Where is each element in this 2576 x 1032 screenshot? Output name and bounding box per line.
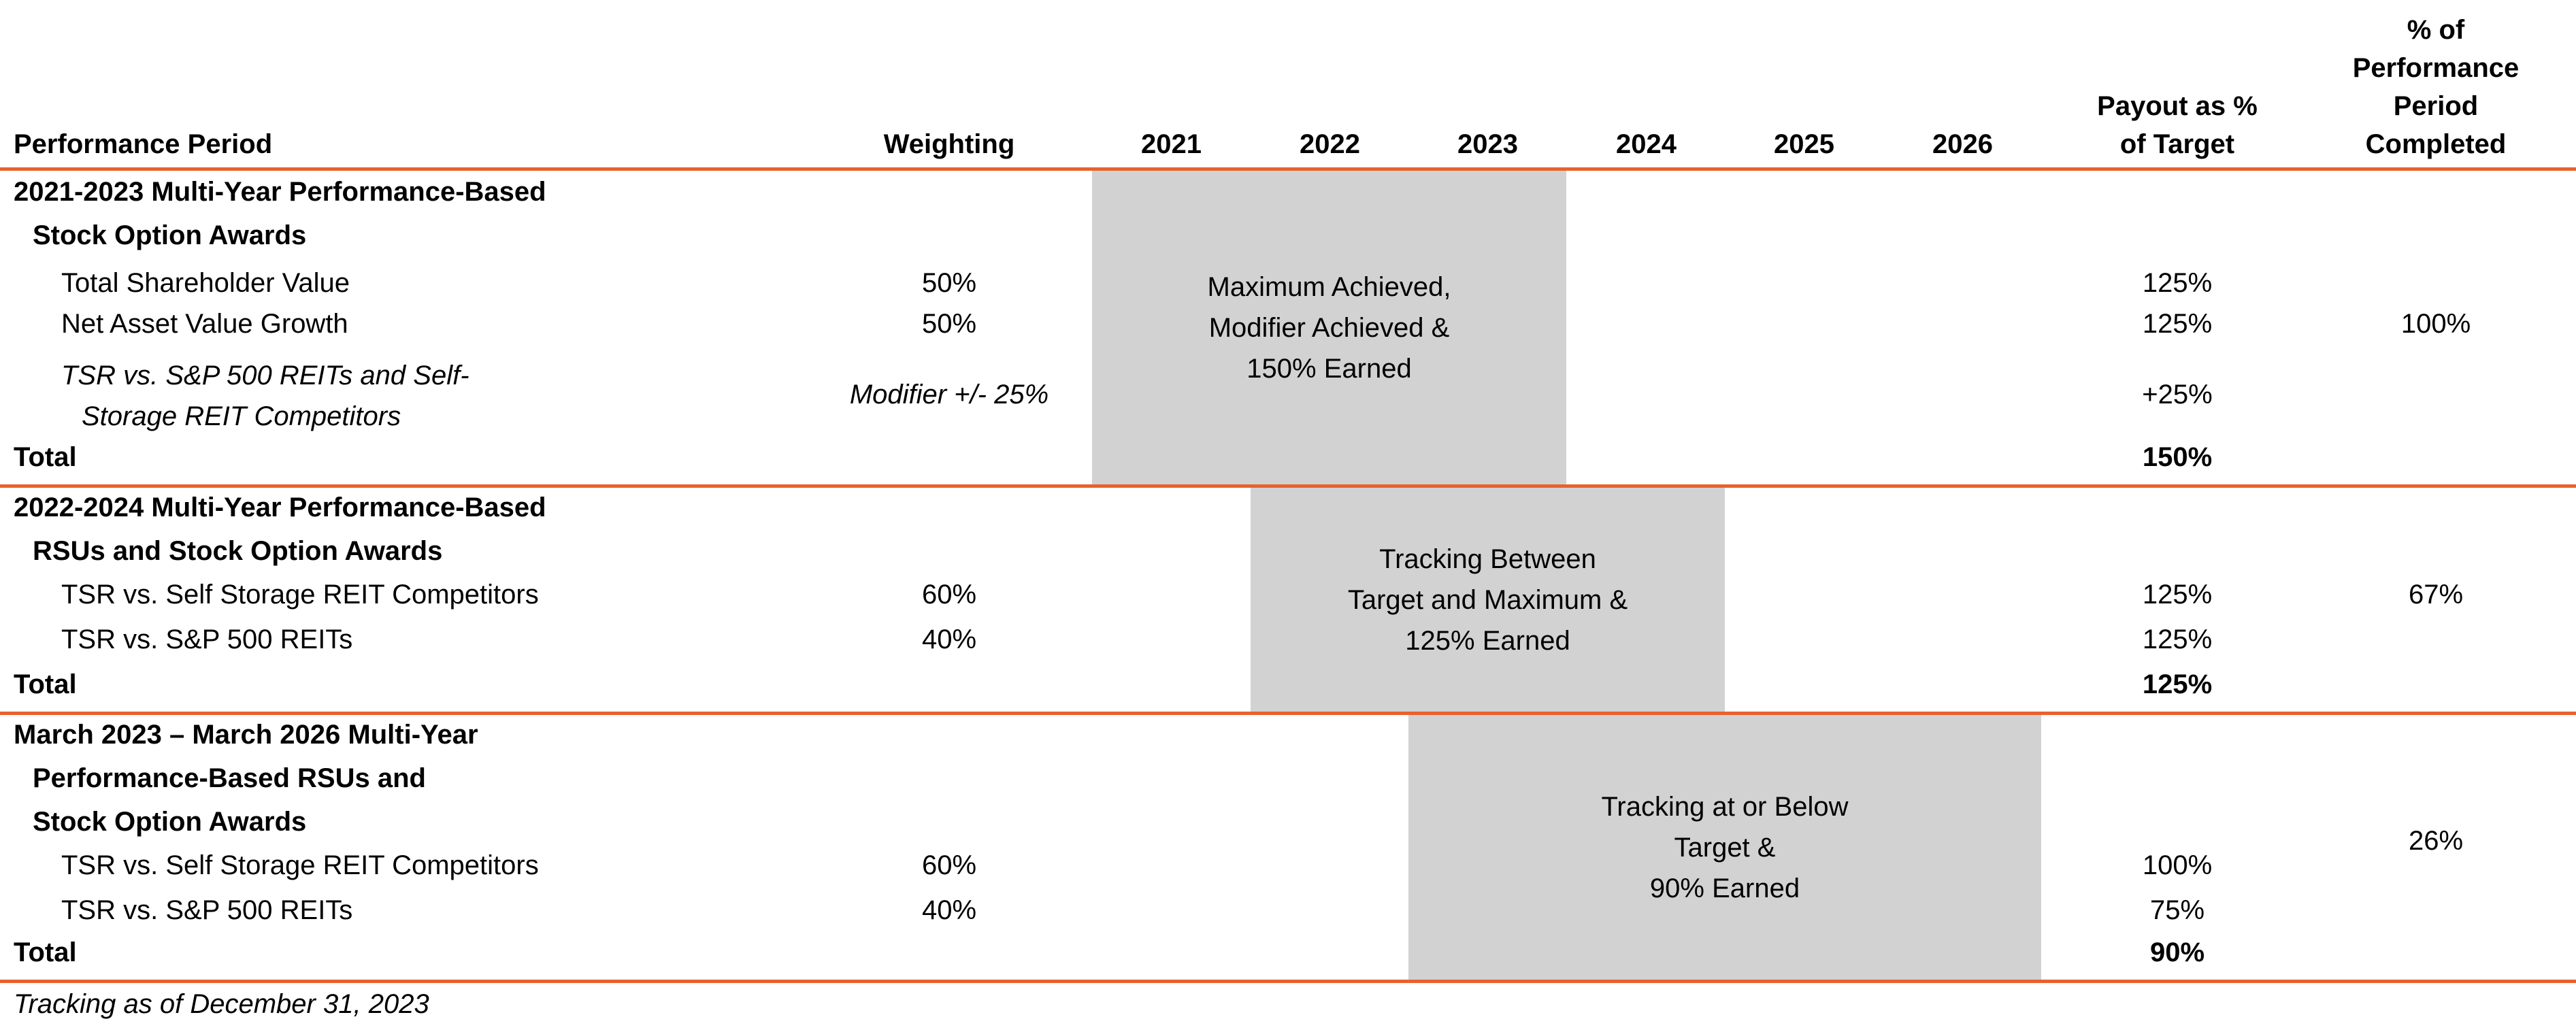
section-divider-line (0, 484, 2576, 488)
section-title-line: March 2023 – March 2026 Multi-Year (14, 720, 478, 750)
weighting-value: Modifier +/- 25% (849, 380, 1049, 410)
total-label: Total (14, 669, 77, 699)
weighting-value: 50% (921, 309, 977, 339)
metric-label: Net Asset Value Growth (61, 309, 348, 339)
weighting-value: 40% (921, 895, 977, 925)
timeline-box-2022-2024: Tracking Between Target and Maximum & 12… (1251, 488, 1725, 712)
col-header-completed: % of Performance Period Completed (2352, 15, 2520, 159)
completed-value: 100% (2400, 309, 2471, 339)
completed-value: 26% (2408, 826, 2464, 856)
metric-label: TSR vs. Self Storage REIT Competitors (61, 850, 539, 880)
section-title-line: Performance-Based RSUs and (33, 763, 426, 793)
timeline-box-2023-2026: Tracking at or Below Target & 90% Earned (1408, 715, 2041, 980)
metric-label: TSR vs. S&P 500 REITs (61, 895, 353, 925)
payout-value: 100% (2142, 850, 2213, 880)
section-title-line: 2021-2023 Multi-Year Performance-Based (14, 177, 546, 207)
metric-label: Storage REIT Competitors (82, 401, 401, 431)
section-title-line: 2022-2024 Multi-Year Performance-Based (14, 493, 546, 522)
header-divider-line (0, 167, 2576, 171)
total-payout-value: 90% (2149, 937, 2205, 967)
payout-value: 125% (2142, 268, 2213, 298)
weighting-value: 60% (921, 850, 977, 880)
section-title-line: Stock Option Awards (33, 220, 307, 250)
col-header-year-2022: 2022 (1300, 129, 1360, 159)
total-payout-value: 150% (2142, 442, 2213, 472)
weighting-value: 50% (921, 268, 977, 298)
col-header-year-2025: 2025 (1774, 129, 1834, 159)
timeline-box-2021-2023-label: Maximum Achieved, Modifier Achieved & 15… (1207, 271, 1451, 384)
completed-value: 67% (2408, 580, 2464, 610)
footnote: Tracking as of December 31, 2023 (14, 989, 429, 1019)
metric-label: Total Shareholder Value (61, 268, 350, 298)
weighting-value: 40% (921, 625, 977, 654)
metric-label: TSR vs. S&P 500 REITs and Self- (61, 361, 469, 390)
col-header-performance-period: Performance Period (14, 129, 273, 159)
section-title-line: Stock Option Awards (33, 807, 307, 837)
weighting-value: 60% (921, 580, 977, 610)
payout-value: 75% (2149, 895, 2205, 925)
col-header-year-2026: 2026 (1932, 129, 1993, 159)
col-header-year-2021: 2021 (1141, 129, 1202, 159)
col-header-year-2023: 2023 (1457, 129, 1518, 159)
payout-value: 125% (2142, 625, 2213, 654)
timeline-box-2023-2026-label: Tracking at or Below Target & 90% Earned (1601, 791, 1849, 903)
metric-label: TSR vs. S&P 500 REITs (61, 625, 353, 654)
payout-value: 125% (2142, 580, 2213, 610)
total-payout-value: 125% (2142, 669, 2213, 699)
section-divider-line (0, 980, 2576, 983)
col-header-payout: Payout as % of Target (2097, 91, 2258, 159)
payout-value: 125% (2142, 309, 2213, 339)
timeline-box-2021-2023: Maximum Achieved, Modifier Achieved & 15… (1092, 171, 1566, 484)
col-header-weighting: Weighting (883, 129, 1015, 159)
metric-label: TSR vs. Self Storage REIT Competitors (61, 580, 539, 610)
section-title-line: RSUs and Stock Option Awards (33, 536, 443, 566)
total-label: Total (14, 442, 77, 472)
section-divider-line (0, 712, 2576, 715)
total-label: Total (14, 937, 77, 967)
timeline-box-2022-2024-label: Tracking Between Target and Maximum & 12… (1347, 544, 1628, 656)
payout-value: +25% (2142, 380, 2213, 410)
col-header-year-2024: 2024 (1616, 129, 1677, 159)
